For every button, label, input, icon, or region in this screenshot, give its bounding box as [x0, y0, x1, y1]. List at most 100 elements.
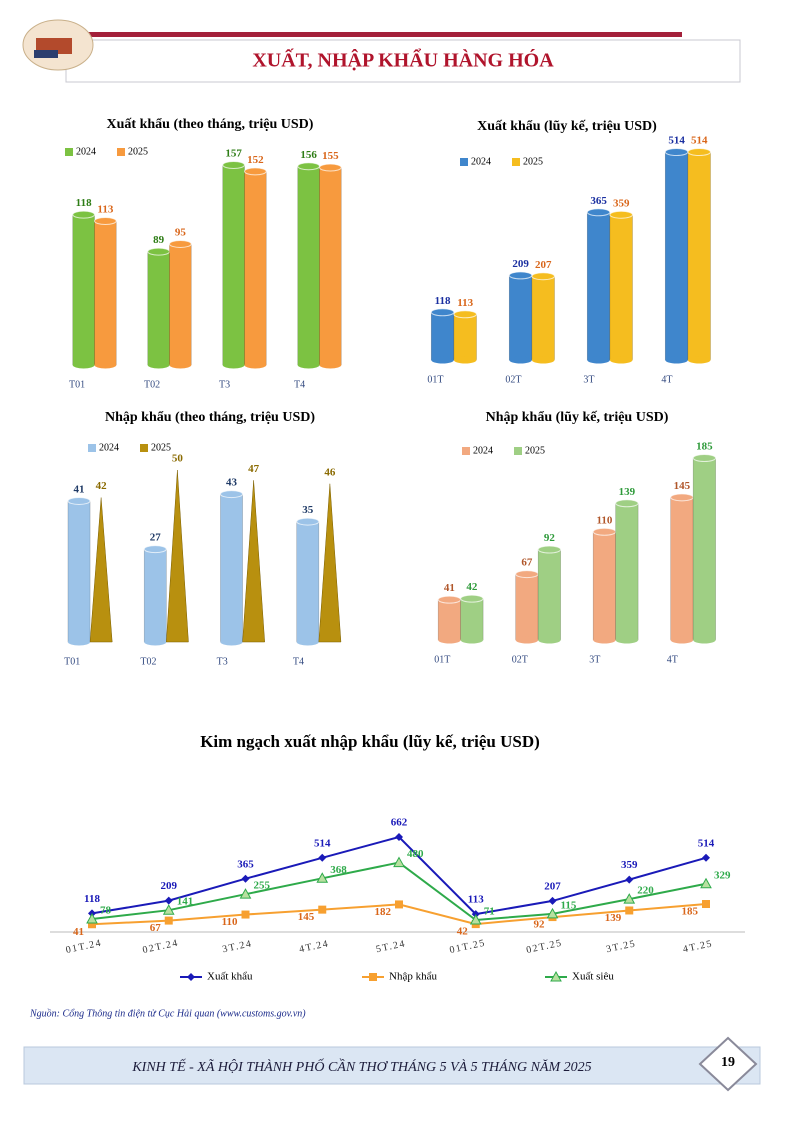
value-label: 139: [605, 912, 622, 924]
cylinder-base: [687, 356, 711, 364]
value-label: 92: [544, 532, 556, 544]
legend-label: 2025: [151, 442, 171, 453]
cylinder-base: [144, 638, 167, 646]
value-label: 67: [150, 922, 162, 934]
cylinder-bar: [687, 151, 711, 361]
source-note: Nguồn: Cổng Thông tin điện tử Cục Hải qu…: [29, 1008, 306, 1019]
header-box: [65, 39, 741, 83]
cylinder-base: [453, 356, 477, 364]
legend-label: Xuất siêu: [572, 971, 614, 983]
value-label: 329: [714, 869, 731, 881]
cylinder-bar: [94, 220, 117, 366]
value-label: 118: [84, 893, 100, 905]
chart-title: Xuất khẩu (theo tháng, triệu USD): [107, 117, 314, 132]
category-label: 01T: [434, 654, 450, 665]
chart-title: Kim ngạch xuất nhập khẩu (lũy kế, triệu …: [200, 732, 540, 751]
value-label: 141: [177, 896, 194, 908]
cylinder-bar: [220, 493, 243, 643]
cylinder-bar: [670, 497, 694, 641]
chart-title: Nhập khẩu (lũy kế, triệu USD): [486, 410, 669, 425]
point-marker: [86, 913, 98, 924]
value-label: 182: [375, 906, 392, 918]
category-label: 3T: [583, 374, 594, 385]
cylinder-base: [244, 361, 267, 369]
legend-swatch: [117, 148, 125, 156]
cylinder-top: [67, 496, 91, 505]
point-marker: [625, 875, 634, 884]
point-marker: [318, 905, 327, 914]
cylinder-bar: [244, 171, 267, 366]
cylinder-base: [593, 636, 616, 644]
value-label: 155: [322, 150, 339, 162]
cylinder-top: [586, 208, 611, 217]
legend-label: 2025: [128, 146, 148, 157]
point-marker: [318, 853, 327, 862]
cylinder-bar: [222, 164, 245, 366]
logo: [22, 19, 94, 71]
cylinder-top: [531, 272, 556, 281]
cylinder-base: [587, 356, 610, 364]
cylinder-top: [244, 167, 267, 176]
cylinder-base: [319, 361, 342, 369]
category-label: 01T: [427, 374, 443, 385]
legend-swatch: [512, 158, 520, 166]
category-label: T01: [64, 656, 80, 667]
point-marker: [164, 896, 173, 905]
category-label: 02T.25: [525, 938, 563, 956]
legend-label: Nhập khẩu: [389, 971, 437, 983]
value-label: 514: [668, 135, 685, 147]
cylinder-top: [670, 493, 694, 502]
cylinder-bar: [453, 313, 477, 361]
value-label: 514: [314, 837, 331, 849]
value-label: 113: [457, 297, 473, 309]
chart-title: Xuất khẩu (lũy kế, triệu USD): [477, 119, 657, 134]
value-label: 662: [391, 817, 408, 829]
cylinder-bar: [586, 211, 611, 361]
value-label: 43: [226, 477, 238, 489]
value-label: 185: [682, 906, 699, 918]
cylinder-bar: [67, 500, 91, 643]
cylinder-base: [222, 361, 245, 369]
cylinder-base: [538, 636, 561, 644]
cylinder-bar: [460, 598, 484, 641]
value-label: 46: [324, 466, 336, 478]
value-label: 365: [237, 858, 254, 870]
cylinder-bar: [169, 243, 192, 366]
cylinder-top: [430, 308, 455, 317]
value-label: 41: [74, 483, 85, 495]
value-label: 145: [298, 911, 315, 923]
category-label: 02T.24: [142, 938, 180, 956]
cylinder-bar: [537, 549, 561, 641]
cylinder-bar: [147, 251, 170, 366]
legend-label: 2025: [523, 156, 543, 167]
legend-swatch: [140, 444, 148, 452]
chart-title: Nhập khẩu (theo tháng, triệu USD): [105, 410, 315, 425]
value-label: 209: [161, 880, 178, 892]
cylinder-bar: [592, 531, 616, 641]
value-label: 50: [172, 453, 184, 465]
cylinder-top: [296, 517, 320, 526]
cylinder-top: [592, 527, 617, 536]
legend-label: 2024: [471, 156, 491, 167]
category-label: T02: [144, 379, 160, 390]
category-label: T4: [293, 656, 304, 667]
point-marker: [239, 888, 252, 899]
legend-swatch: [65, 148, 73, 156]
value-label: 365: [590, 195, 607, 207]
legend-label: 2024: [473, 445, 493, 456]
category-label: 3T.24: [221, 938, 253, 955]
value-label: 139: [619, 486, 636, 498]
cylinder-base: [220, 638, 243, 646]
point-marker: [395, 900, 403, 909]
value-label: 113: [97, 204, 113, 216]
point-marker: [241, 874, 250, 883]
cylinder-top: [319, 163, 342, 172]
cylinder-top: [94, 217, 117, 226]
point-marker: [550, 970, 562, 982]
point-marker: [369, 973, 377, 981]
cone-bar: [166, 469, 189, 643]
cylinder-base: [531, 356, 555, 364]
page-number: 19: [721, 1055, 735, 1070]
legend-label: 2024: [76, 146, 96, 157]
